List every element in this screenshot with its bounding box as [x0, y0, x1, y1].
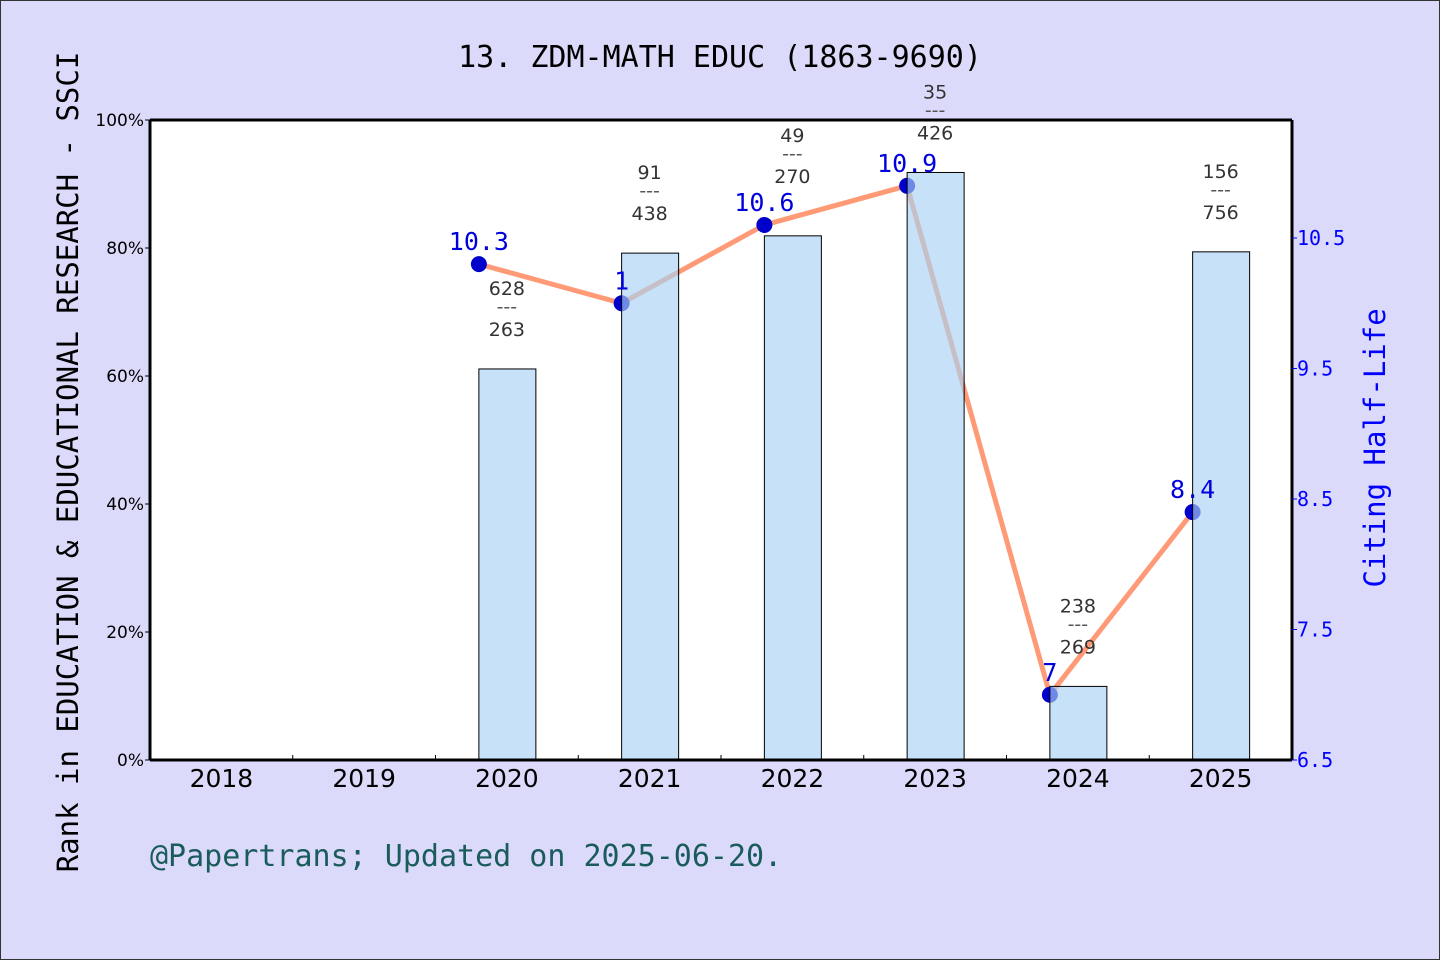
y-right-tick-label: 9.5 [1297, 357, 1333, 381]
half-life-point [756, 216, 773, 233]
x-tick-label: 2024 [1046, 764, 1110, 793]
rank-divider: --- [1068, 613, 1089, 635]
rank-divider: --- [1210, 179, 1231, 201]
rank-label: 238 [1060, 595, 1096, 617]
rank-bar [1049, 685, 1108, 761]
rank-label: 49 [780, 125, 804, 147]
y-tick-label: 0% [117, 751, 144, 771]
x-tick-label: 2021 [618, 764, 682, 793]
plot-area [150, 120, 1292, 760]
rank-bar [906, 171, 965, 761]
y-right-tick-label: 6.5 [1297, 748, 1333, 772]
y-right-tick-label: 7.5 [1297, 618, 1333, 642]
half-life-label: 10.3 [449, 227, 509, 256]
x-tick-label: 2025 [1189, 764, 1253, 793]
y-tick-label: 80% [106, 239, 144, 259]
half-life-point [470, 256, 487, 273]
half-life-label: 8.4 [1170, 475, 1215, 504]
total-label: 263 [489, 319, 525, 341]
y-axis-label: Rank in EDUCATION & EDUCATIONAL RESEARCH… [51, 52, 85, 873]
half-life-label: 7 [1042, 658, 1057, 687]
chart-title: 13. ZDM-MATH EDUC (1863-9690) [458, 40, 982, 75]
rank-bar [621, 252, 680, 761]
total-label: 270 [774, 166, 810, 188]
half-life-label: 10.6 [734, 188, 794, 217]
x-tick-label: 2020 [475, 764, 539, 793]
rank-divider: --- [639, 180, 660, 202]
rank-divider: --- [497, 296, 518, 318]
y-tick-label: 20% [106, 623, 144, 643]
x-tick-label: 2022 [761, 764, 825, 793]
y-right-tick-label: 10.5 [1297, 226, 1345, 250]
rank-bar [1192, 251, 1251, 761]
footer-note: @Papertrans; Updated on 2025-06-20. [150, 839, 782, 874]
rank-bar [478, 368, 537, 761]
y-right-tick-label: 8.5 [1297, 487, 1333, 511]
rank-label: 35 [923, 81, 947, 103]
x-tick-label: 2019 [332, 764, 396, 793]
rank-label: 628 [489, 278, 525, 300]
half-life-label: 1 [614, 266, 629, 295]
y-axis-right-label: Citing Half-Life [1358, 308, 1392, 587]
rank-label: 156 [1202, 161, 1238, 183]
total-label: 756 [1202, 202, 1238, 224]
x-tick-label: 2018 [190, 764, 254, 793]
half-life-label: 10.9 [877, 149, 937, 178]
x-tick-label: 2023 [903, 764, 967, 793]
rank-divider: --- [782, 143, 803, 165]
total-label: 438 [631, 203, 667, 225]
half-life-line [478, 182, 1195, 701]
rank-divider: --- [925, 99, 946, 121]
y-tick-label: 40% [106, 495, 144, 515]
total-label: 426 [917, 122, 953, 144]
y-tick-label: 100% [95, 111, 144, 131]
rank-label: 91 [638, 162, 662, 184]
y-tick-label: 60% [106, 367, 144, 387]
rank-bar [763, 235, 822, 761]
total-label: 269 [1060, 636, 1096, 658]
